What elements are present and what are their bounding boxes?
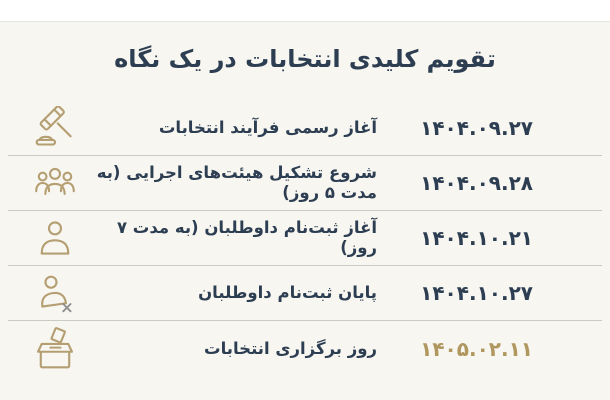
top-white-strip [0,0,610,22]
event-date: ۱۴۰۴.۱۰.۲۱ [420,226,533,250]
event-date: ۱۴۰۴.۱۰.۲۷ [420,281,533,305]
gavel-icon [33,106,77,150]
person-x-icon [33,271,77,315]
group-icon [33,161,77,205]
event-date: ۱۴۰۴.۰۹.۲۷ [420,116,533,140]
page-title: تقویم کلیدی انتخابات در یک نگاه [114,45,496,73]
table-row: پایان ثبت‌نام داوطلبان ۱۴۰۴.۱۰.۲۷ [8,266,602,321]
table-row: آغاز رسمی فرآیند انتخابات ۱۴۰۴.۰۹.۲۷ [8,101,602,156]
event-date-highlighted: ۱۴۰۵.۰۲.۱۱ [420,336,533,361]
timeline-table: آغاز رسمی فرآیند انتخابات ۱۴۰۴.۰۹.۲۷ شرو… [8,101,602,376]
event-label: آغاز ثبت‌نام داوطلبان (به مدت ۷ روز) [116,218,377,257]
table-row: روز برگزاری انتخابات ۱۴۰۵.۰۲.۱۱ [8,321,602,376]
event-label: آغاز رسمی فرآیند انتخابات [158,118,377,138]
person-icon [33,216,77,260]
event-label: روز برگزاری انتخابات [204,338,377,358]
ballot-box-icon [33,326,77,371]
event-label: پایان ثبت‌نام داوطلبان [198,283,377,303]
event-date: ۱۴۰۴.۰۹.۲۸ [420,171,533,195]
table-row: آغاز ثبت‌نام داوطلبان (به مدت ۷ روز) ۱۴۰… [8,211,602,266]
table-row: شروع تشکیل هیئت‌های اجرایی (به مدت ۵ روز… [8,156,602,211]
event-label: شروع تشکیل هیئت‌های اجرایی (به مدت ۵ روز… [96,163,377,202]
